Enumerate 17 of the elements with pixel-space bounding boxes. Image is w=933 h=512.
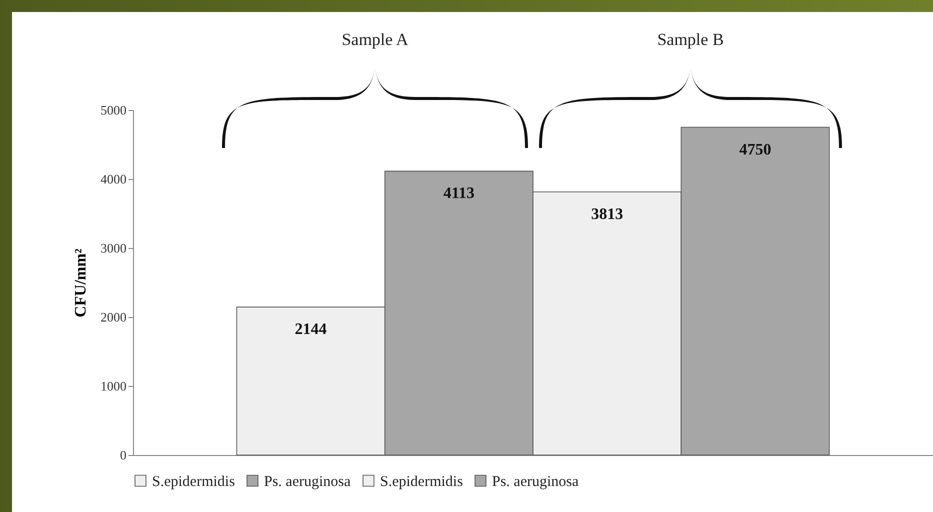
text: Sample B	[657, 30, 724, 50]
data-label: 3813	[591, 206, 624, 223]
y-tick-label: 3000	[100, 240, 126, 256]
legend-label: Ps. aeruginosa	[264, 474, 351, 490]
legend-label: S.epidermidis	[152, 474, 236, 490]
data-label: 4750	[739, 141, 772, 158]
data-label: 2144	[294, 321, 327, 338]
y-tick-label: 4000	[100, 172, 126, 186]
data-label: 4113	[443, 185, 474, 202]
text: Sample A	[342, 30, 408, 50]
y-tick-label: 5000	[100, 102, 126, 118]
y-tick-label: 1000	[100, 378, 126, 394]
y-axis-title: CFU/mm²	[72, 248, 90, 318]
y-tick-label: 2000	[100, 310, 126, 324]
legend-label: S.epidermidis	[380, 474, 464, 490]
legend-label: Ps. aeruginosa	[492, 474, 579, 490]
y-tick-label: 0	[120, 448, 126, 462]
